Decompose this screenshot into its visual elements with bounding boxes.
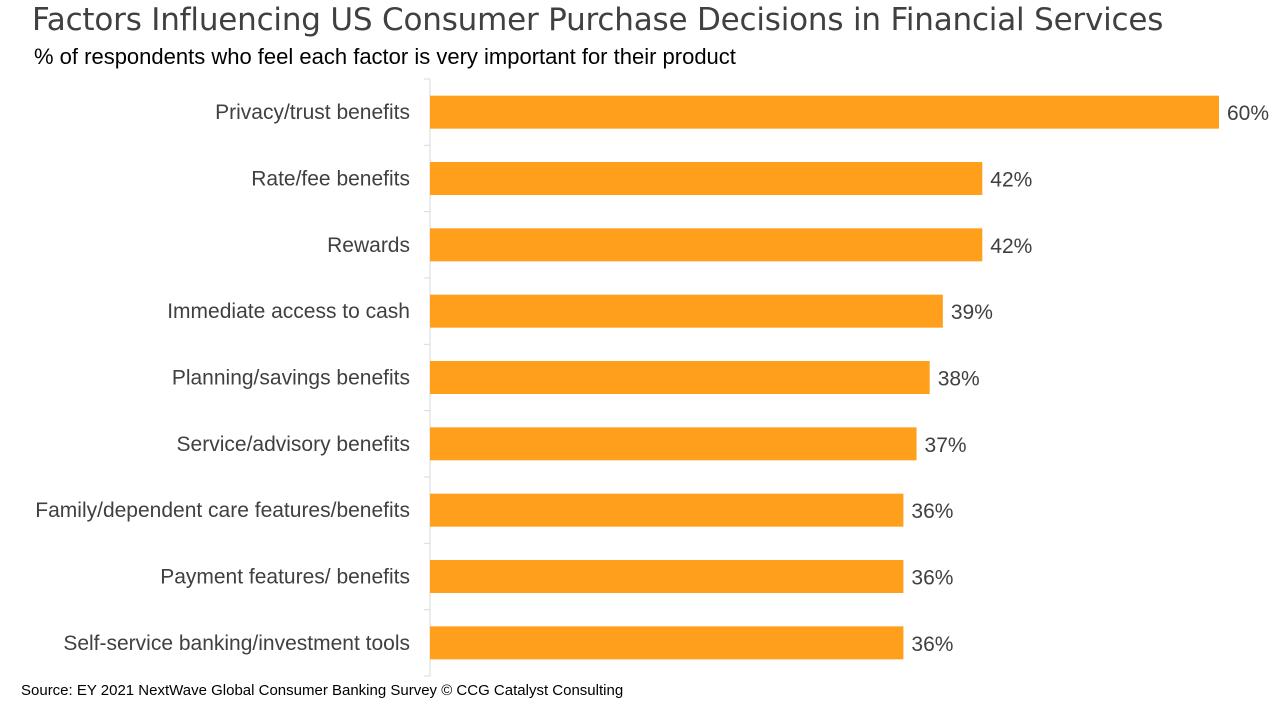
- data-label: 39%: [951, 301, 993, 324]
- chart-title: Factors Influencing US Consumer Purchase…: [32, 2, 1164, 38]
- data-label: 60%: [1227, 102, 1269, 125]
- data-label: 38%: [938, 368, 980, 391]
- data-label: 42%: [990, 235, 1032, 258]
- bar: [430, 294, 943, 328]
- bar: [430, 626, 904, 660]
- bar: [430, 493, 904, 527]
- category-label: Immediate access to cash: [167, 300, 410, 323]
- data-label: 37%: [925, 434, 967, 457]
- category-label: Service/advisory benefits: [177, 433, 410, 456]
- bar: [430, 560, 904, 593]
- data-label: 36%: [911, 500, 953, 523]
- source-note: Source: EY 2021 NextWave Global Consumer…: [21, 682, 624, 699]
- bar: [430, 162, 983, 195]
- bar: [430, 361, 930, 394]
- category-label: Payment features/ benefits: [160, 566, 410, 589]
- category-label: Planning/savings benefits: [172, 367, 410, 390]
- bar: [430, 95, 1219, 129]
- data-label: 36%: [911, 633, 953, 656]
- category-label: Privacy/trust benefits: [215, 101, 410, 124]
- category-label: Self-service banking/investment tools: [63, 632, 410, 655]
- data-label: 36%: [911, 567, 953, 590]
- category-label: Rate/fee benefits: [251, 168, 410, 191]
- chart-subtitle: % of respondents who feel each factor is…: [34, 44, 736, 69]
- category-label: Family/dependent care features/benefits: [35, 499, 410, 522]
- category-label: Rewards: [327, 234, 410, 257]
- bar: [430, 427, 917, 461]
- bar: [430, 228, 983, 262]
- data-label: 42%: [990, 169, 1032, 192]
